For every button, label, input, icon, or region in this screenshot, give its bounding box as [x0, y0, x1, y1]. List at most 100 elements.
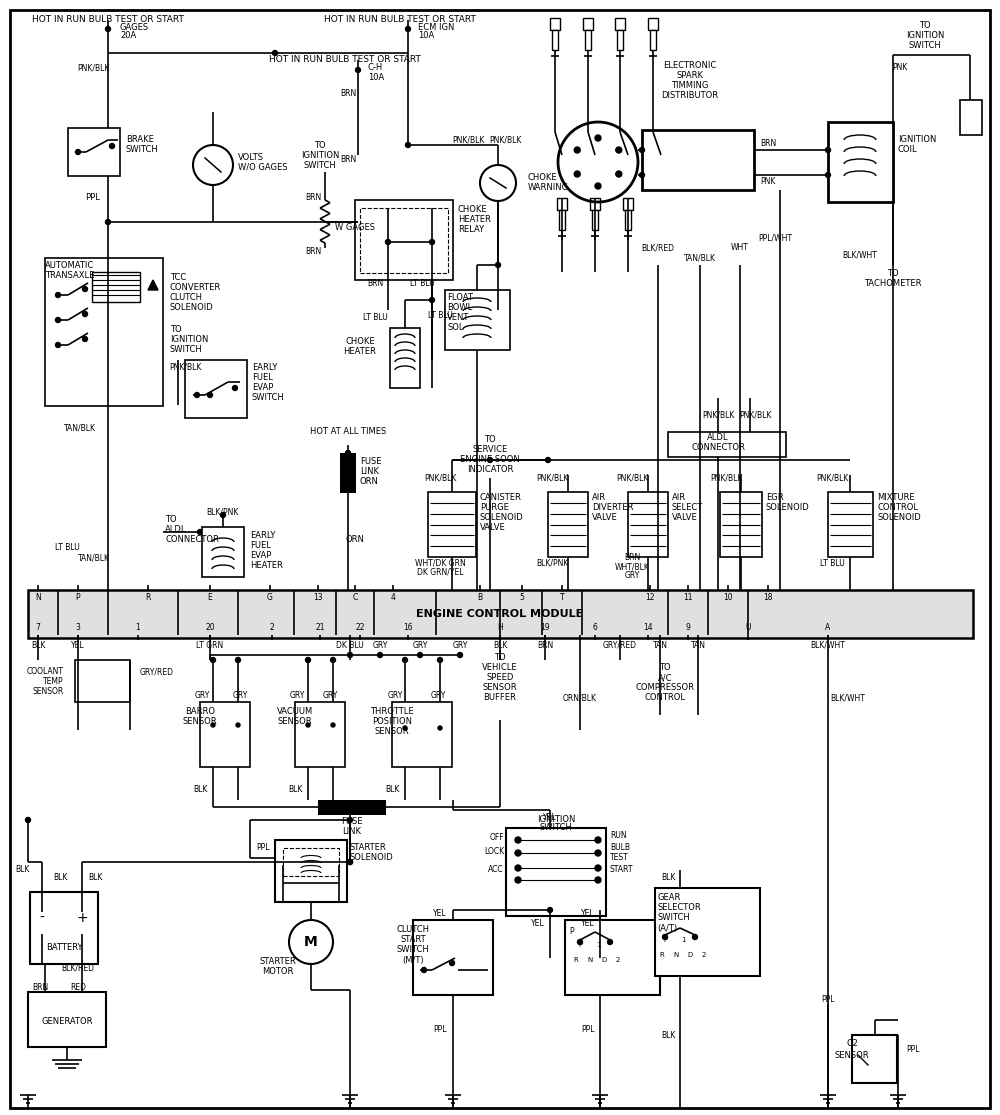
- Text: 21: 21: [315, 622, 325, 631]
- Text: MOTOR: MOTOR: [262, 968, 294, 977]
- Text: TAN/BLK: TAN/BLK: [64, 424, 96, 433]
- Text: TAN/BLK: TAN/BLK: [684, 253, 716, 262]
- Text: BLK: BLK: [385, 785, 399, 795]
- Bar: [828, 492, 873, 558]
- Text: AIR: AIR: [592, 494, 606, 503]
- Text: E: E: [208, 593, 212, 602]
- Text: BLK: BLK: [288, 785, 302, 795]
- Text: 20: 20: [205, 622, 215, 631]
- Text: M: M: [304, 935, 318, 949]
- Text: P: P: [76, 593, 80, 602]
- Text: FUSE: FUSE: [360, 457, 382, 466]
- Text: BARRO: BARRO: [185, 708, 215, 717]
- Text: RED: RED: [70, 983, 86, 992]
- Text: YEL: YEL: [71, 640, 85, 650]
- Text: GRY: GRY: [322, 690, 338, 699]
- Text: DIVERTER: DIVERTER: [592, 504, 633, 513]
- Text: VALVE: VALVE: [480, 524, 506, 533]
- Circle shape: [640, 147, 644, 153]
- Text: COOLANT: COOLANT: [27, 668, 64, 677]
- Text: CHOKE: CHOKE: [528, 174, 558, 183]
- Text: PPL: PPL: [86, 194, 100, 203]
- Text: ACC: ACC: [488, 865, 504, 874]
- Text: O2: O2: [846, 1038, 858, 1047]
- Bar: [650, 30, 656, 50]
- Circle shape: [616, 147, 622, 153]
- Text: BLK: BLK: [661, 873, 675, 882]
- Text: PPL: PPL: [256, 844, 270, 853]
- Circle shape: [378, 652, 382, 658]
- Text: WARNING: WARNING: [528, 184, 569, 193]
- Circle shape: [194, 392, 200, 398]
- Text: GAGES: GAGES: [120, 22, 149, 31]
- Bar: [828, 122, 893, 202]
- Circle shape: [450, 960, 454, 966]
- Circle shape: [595, 865, 601, 871]
- Text: BRN: BRN: [340, 155, 356, 165]
- Text: ALDL: ALDL: [707, 434, 729, 443]
- Text: LT BLU: LT BLU: [55, 543, 80, 553]
- Text: 3: 3: [76, 622, 80, 631]
- Circle shape: [56, 318, 60, 322]
- Text: BRN: BRN: [367, 280, 383, 289]
- Text: PNK/BLK: PNK/BLK: [424, 474, 456, 483]
- Circle shape: [220, 513, 226, 517]
- Circle shape: [330, 658, 336, 662]
- Circle shape: [515, 865, 521, 871]
- Text: CONTROL: CONTROL: [644, 694, 686, 702]
- Circle shape: [595, 837, 601, 843]
- Text: GRY: GRY: [372, 640, 388, 650]
- Text: BUFFER: BUFFER: [484, 694, 516, 702]
- Text: IGNITION: IGNITION: [898, 136, 936, 145]
- Bar: [590, 198, 600, 210]
- Text: TEMP: TEMP: [43, 678, 64, 687]
- Text: LOCK: LOCK: [484, 847, 504, 856]
- Text: N: N: [587, 957, 593, 963]
- Text: T: T: [560, 593, 564, 602]
- Text: EVAP: EVAP: [252, 384, 273, 392]
- Text: BLK/WHT: BLK/WHT: [843, 251, 877, 260]
- Text: 10A: 10A: [368, 72, 384, 81]
- Bar: [392, 702, 452, 767]
- Text: SELECT: SELECT: [672, 504, 703, 513]
- Text: IGNITION: IGNITION: [906, 30, 944, 39]
- Bar: [30, 892, 98, 964]
- Text: LT GRN: LT GRN: [196, 640, 224, 650]
- Text: SENSOR: SENSOR: [375, 727, 409, 737]
- Circle shape: [406, 27, 411, 31]
- Circle shape: [331, 723, 335, 727]
- Text: AIR: AIR: [672, 494, 686, 503]
- Text: SELECTOR: SELECTOR: [657, 903, 701, 912]
- Text: COIL: COIL: [898, 145, 918, 155]
- Text: C-H: C-H: [368, 64, 383, 72]
- Circle shape: [595, 850, 601, 856]
- Text: SWITCH: SWITCH: [170, 346, 203, 355]
- Circle shape: [236, 658, 240, 662]
- Text: +: +: [76, 911, 88, 925]
- Text: R: R: [660, 952, 664, 958]
- Circle shape: [306, 658, 310, 662]
- Bar: [615, 18, 625, 30]
- Text: IGNITION: IGNITION: [537, 815, 575, 824]
- Text: BLK: BLK: [493, 640, 507, 650]
- Text: 10A: 10A: [418, 30, 434, 39]
- Text: 20A: 20A: [120, 30, 136, 39]
- Text: ENGINE SOON: ENGINE SOON: [460, 456, 520, 465]
- Text: 10: 10: [723, 593, 733, 602]
- Text: 13: 13: [313, 593, 323, 602]
- Text: AUTOMATIC: AUTOMATIC: [45, 261, 95, 270]
- Text: IGNITION: IGNITION: [301, 151, 339, 159]
- Text: H: H: [497, 622, 503, 631]
- Text: 6: 6: [593, 622, 597, 631]
- Text: BLK/RED: BLK/RED: [642, 243, 674, 252]
- Text: MIXTURE: MIXTURE: [877, 494, 915, 503]
- Text: 5: 5: [520, 593, 524, 602]
- Text: PNK: PNK: [760, 177, 775, 186]
- Text: BLK: BLK: [661, 1030, 675, 1039]
- Bar: [28, 590, 973, 638]
- Text: ENGINE CONTROL MODULE: ENGINE CONTROL MODULE: [416, 609, 584, 619]
- Circle shape: [458, 652, 462, 658]
- Circle shape: [488, 457, 492, 463]
- Text: EVAP: EVAP: [250, 551, 271, 560]
- Text: BRN: BRN: [305, 194, 321, 203]
